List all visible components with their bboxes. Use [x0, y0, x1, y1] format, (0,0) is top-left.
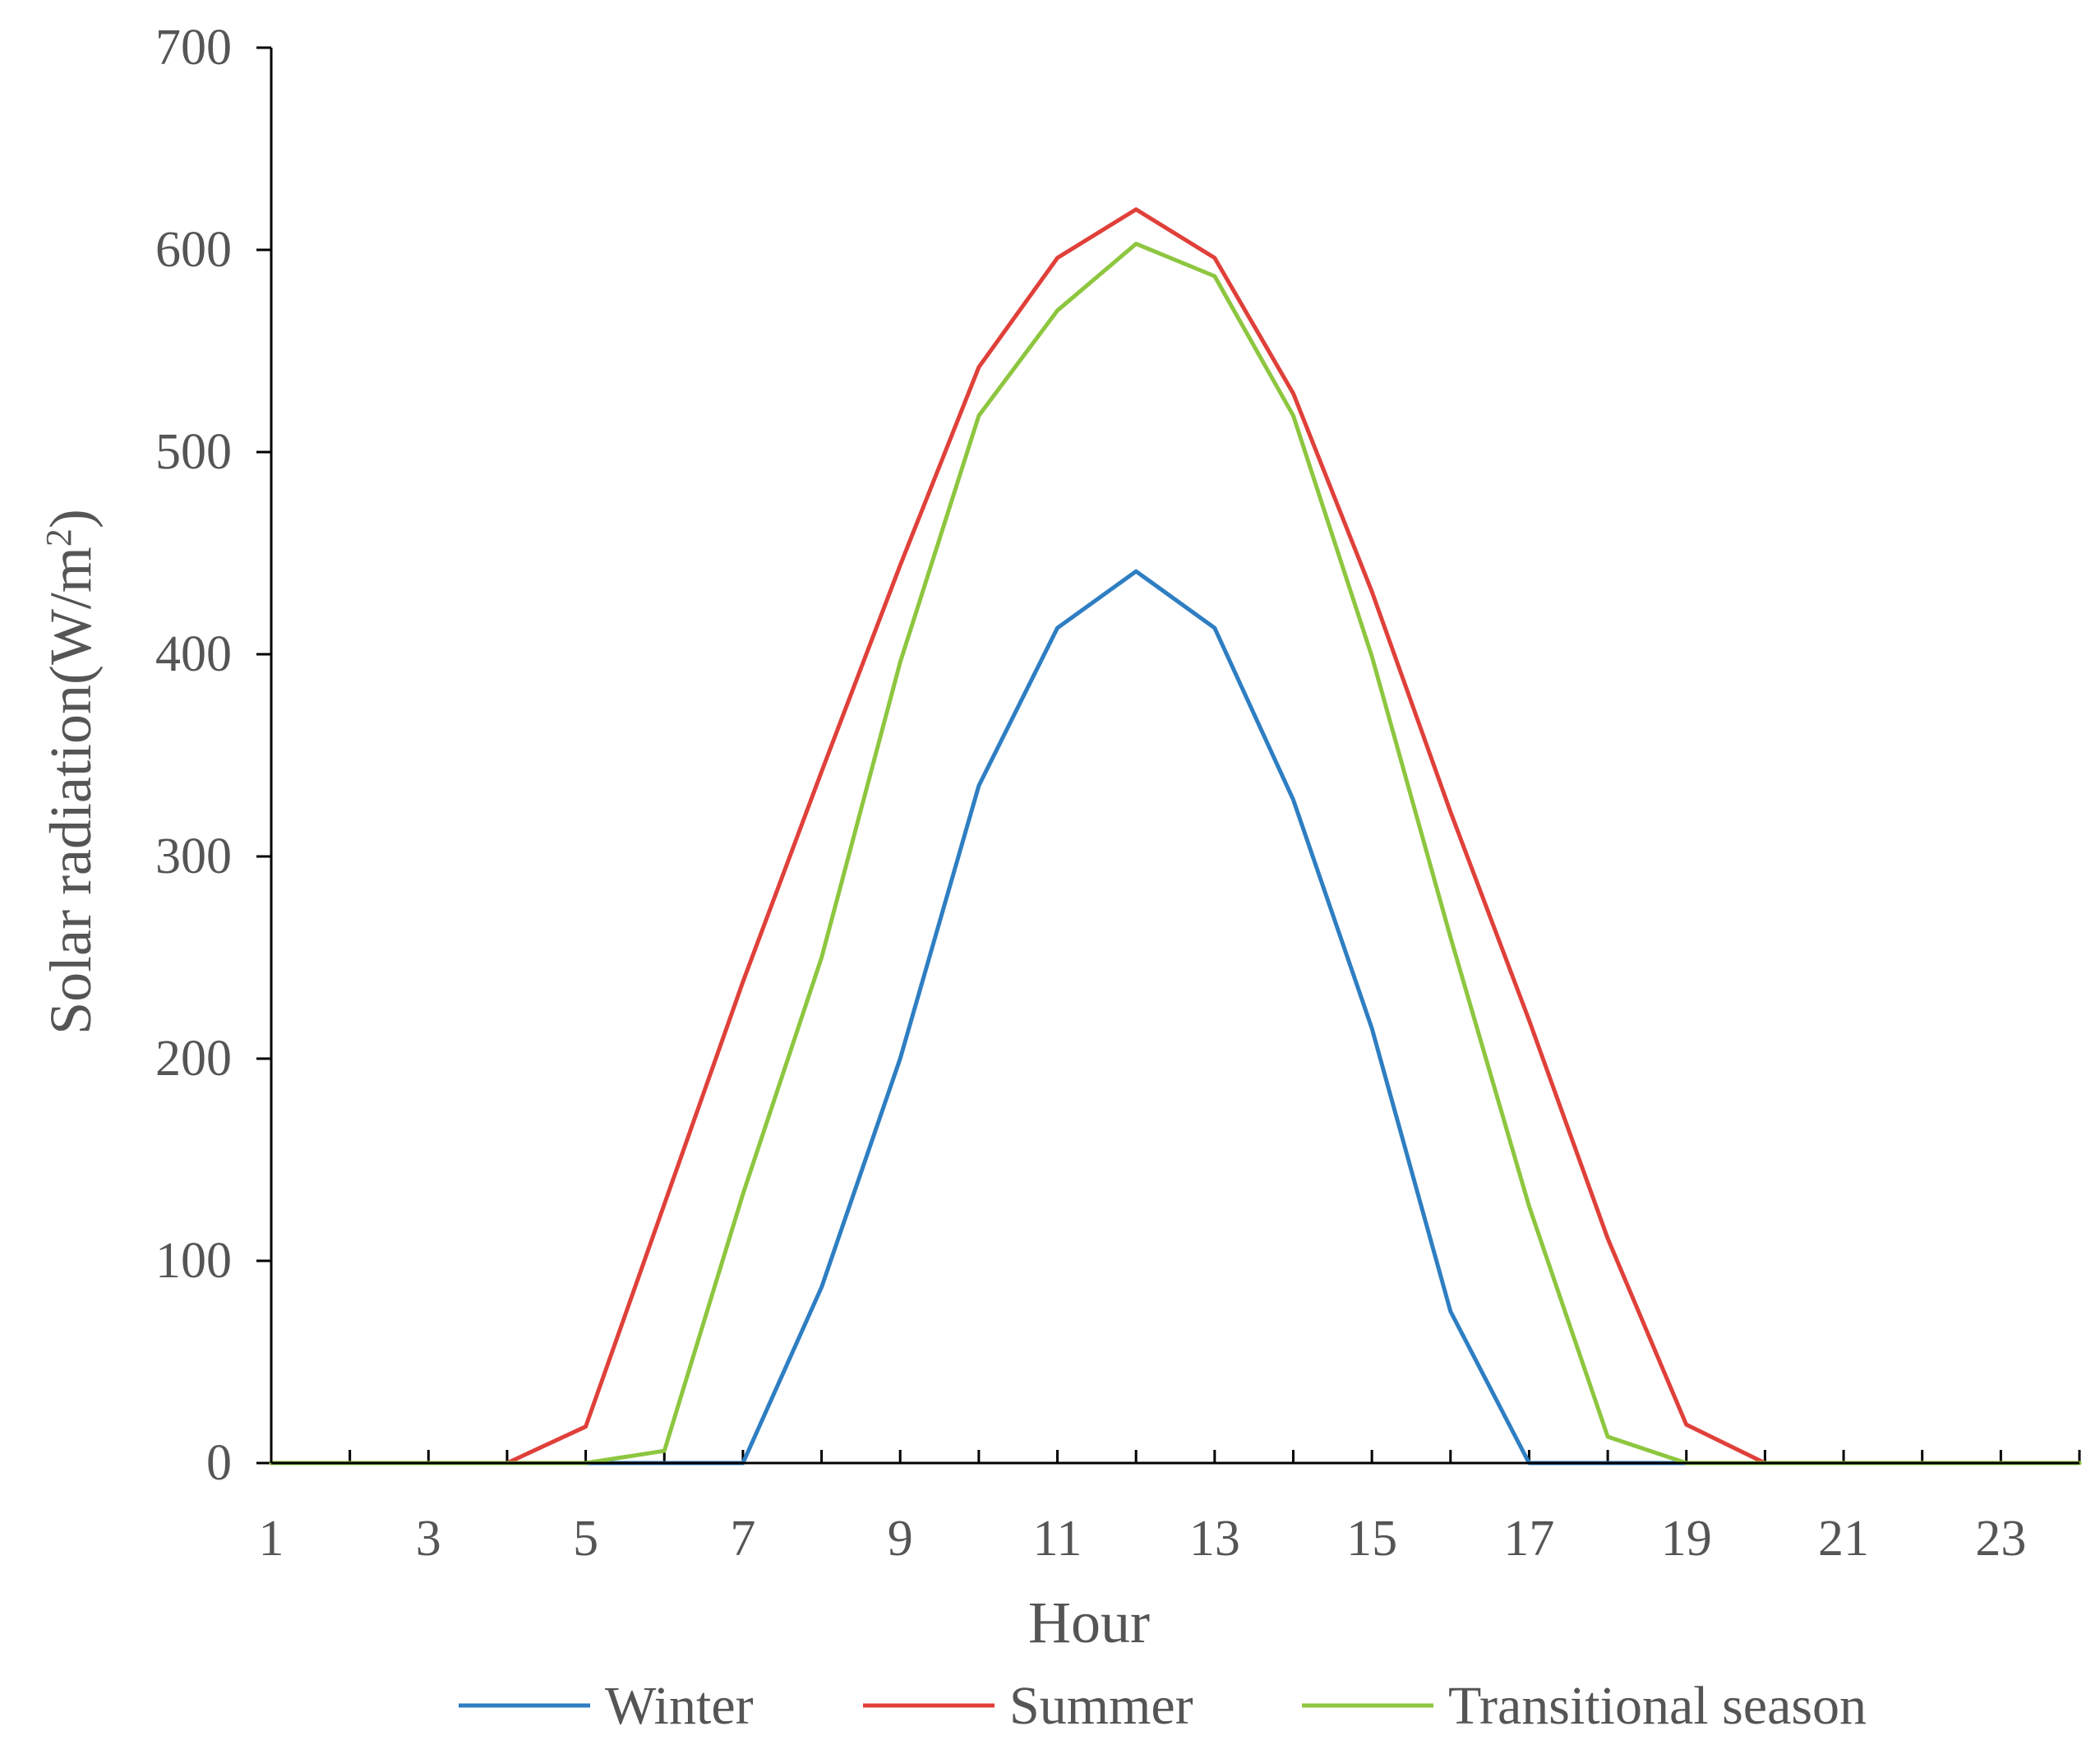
- legend-label-winter: Winter: [605, 1676, 754, 1736]
- x-tick-label: 23: [1975, 1511, 2026, 1567]
- y-axis-title-main: Solar radiation(W/m: [38, 547, 104, 1035]
- x-tick-label: 19: [1661, 1511, 1712, 1567]
- x-tick-label: 21: [1818, 1511, 1869, 1567]
- y-tick-label: 400: [155, 626, 232, 682]
- x-tick-label: 5: [573, 1511, 598, 1567]
- x-tick-label: 1: [259, 1511, 284, 1567]
- y-axis-title: Solar radiation(W/m2): [38, 509, 104, 1035]
- legend-label-summer: Summer: [1009, 1676, 1193, 1736]
- y-axis-title-close: ): [38, 509, 104, 529]
- y-tick-label: 600: [155, 222, 232, 278]
- x-tick-label: 13: [1189, 1511, 1240, 1567]
- x-tick-label: 9: [888, 1511, 913, 1567]
- y-tick-label: 300: [155, 829, 232, 884]
- series-line-winter: [269, 569, 2082, 1466]
- y-tick-label: 100: [155, 1233, 232, 1289]
- series-line-transitional-season: [269, 242, 2082, 1466]
- y-axis-title-superscript: 2: [39, 529, 79, 547]
- series-line-summer: [269, 207, 2082, 1466]
- y-tick-label: 0: [206, 1435, 232, 1491]
- x-tick-label: 3: [416, 1511, 441, 1567]
- y-tick-labels: 0 100 200 300 400 500 600 700: [155, 20, 232, 1491]
- x-tick-label: 15: [1346, 1511, 1397, 1567]
- x-tick-label: 11: [1033, 1511, 1082, 1567]
- x-axis-title: Hour: [1028, 1590, 1150, 1655]
- x-tick-labels: 1 3 5 7 9 11 13 15 17 19 21 23: [259, 1511, 2027, 1567]
- x-tick-label: 17: [1503, 1511, 1554, 1567]
- x-tick-label: 7: [730, 1511, 755, 1567]
- series-lines: [269, 207, 2082, 1466]
- legend-label-transitional-season: Transitional season: [1448, 1676, 1867, 1736]
- ticks: [256, 46, 2081, 1465]
- legend: Winter Summer Transitional season: [459, 1676, 1867, 1736]
- y-tick-label: 700: [155, 20, 232, 76]
- y-tick-label: 200: [155, 1031, 232, 1087]
- y-tick-label: 500: [155, 424, 232, 480]
